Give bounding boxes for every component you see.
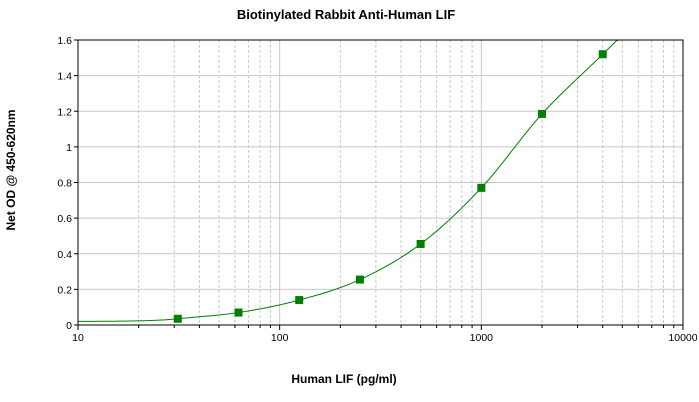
y-tick-label: 0 — [66, 320, 72, 332]
x-tick-label: 10000 — [668, 332, 697, 344]
y-tick-label: 0.8 — [57, 178, 72, 190]
y-tick-label: 0.6 — [57, 213, 72, 225]
y-tick-label: 1 — [66, 142, 72, 154]
x-axis-label: Human LIF (pg/ml) — [291, 372, 396, 386]
grid — [74, 39, 684, 330]
y-tick-label: 0.4 — [57, 249, 72, 261]
y-tick-label: 0.2 — [57, 284, 72, 296]
x-tick-label: 100 — [271, 332, 289, 344]
data-point — [538, 109, 547, 118]
y-tick-label: 1.4 — [57, 71, 72, 83]
data-point — [598, 50, 607, 59]
chart-title: Biotinylated Rabbit Anti-Human LIF — [237, 7, 455, 22]
x-tick-label: 10 — [72, 332, 84, 344]
x-tick-label: 1000 — [470, 332, 494, 344]
data-point — [173, 314, 182, 323]
data-point — [355, 275, 364, 284]
data-point — [416, 239, 425, 248]
plot-area — [77, 39, 684, 326]
y-tick-label: 1.6 — [57, 35, 72, 47]
y-tick-label: 1.2 — [57, 106, 72, 118]
data-point — [234, 308, 243, 317]
y-axis-label: Net OD @ 450-620nm — [4, 109, 18, 230]
data-point — [295, 296, 304, 305]
tick-labels: 0 0.2 0.4 0.6 0.8 1 1.2 1.4 1.6 10 100 1000 10000 — [57, 35, 697, 344]
fit-curve — [78, 39, 619, 322]
data-point — [477, 183, 486, 192]
data-points — [173, 50, 607, 323]
